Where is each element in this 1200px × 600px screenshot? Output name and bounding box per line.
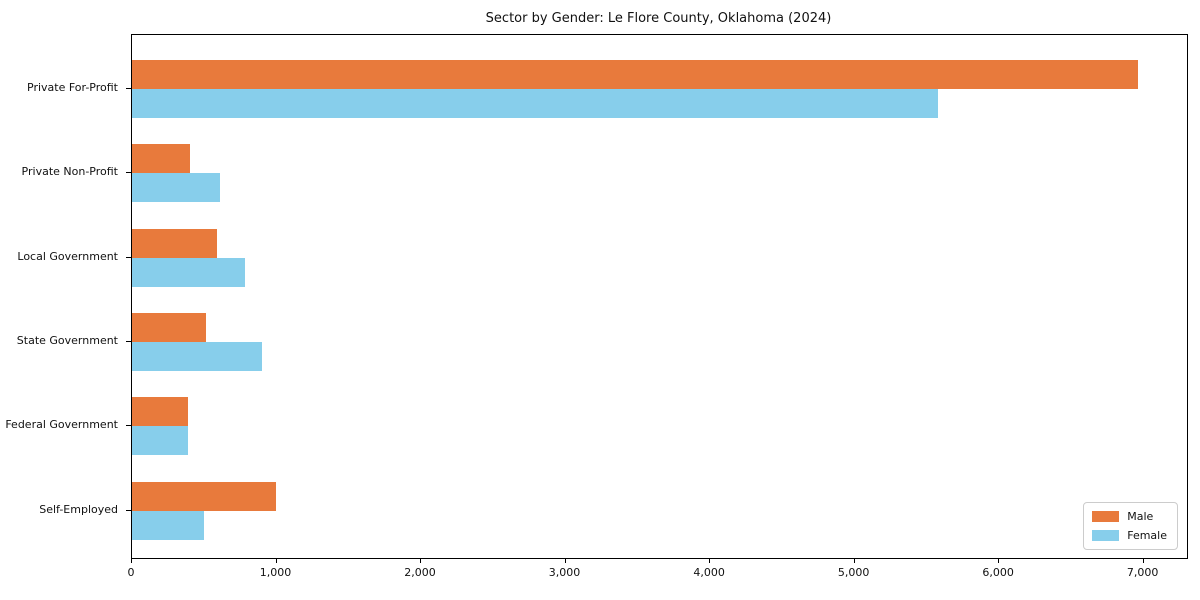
legend: Male Female bbox=[1083, 502, 1178, 550]
y-axis-category-label: State Government bbox=[16, 333, 118, 347]
x-tick-mark bbox=[420, 558, 422, 563]
x-tick-mark bbox=[131, 558, 132, 563]
y-tick-mark bbox=[126, 172, 131, 174]
chart-title: Sector by Gender: Le Flore County, Oklah… bbox=[485, 11, 832, 26]
x-tick-label: 3,000 bbox=[548, 566, 581, 579]
bar-male bbox=[132, 228, 217, 258]
x-tick-mark bbox=[709, 558, 711, 563]
x-tick-label: 7,000 bbox=[1126, 566, 1159, 579]
y-axis-category-label: Federal Government bbox=[5, 418, 118, 432]
x-tick-mark bbox=[564, 558, 566, 563]
x-tick-label: 4,000 bbox=[693, 566, 725, 579]
y-axis-category-label: Private For-Profit bbox=[27, 81, 118, 94]
bar-female bbox=[132, 89, 939, 118]
bar-female bbox=[132, 341, 263, 371]
y-tick-mark bbox=[126, 340, 131, 342]
plot-area: Male Female bbox=[131, 34, 1188, 559]
legend-item-female: Female bbox=[1092, 529, 1167, 542]
x-tick-label: 0 bbox=[127, 566, 135, 579]
y-tick-mark bbox=[126, 509, 131, 511]
x-tick-label: 2,000 bbox=[404, 566, 436, 579]
x-tick-mark bbox=[1142, 558, 1144, 563]
bar-female bbox=[132, 173, 221, 203]
y-axis-category-label: Self-Employed bbox=[39, 502, 118, 516]
bar-male bbox=[132, 144, 190, 174]
x-tick-mark bbox=[853, 558, 855, 563]
y-tick-mark bbox=[126, 256, 131, 258]
y-tick-mark bbox=[126, 88, 131, 89]
bar-female bbox=[132, 257, 245, 287]
y-axis-category-label: Private Non-Profit bbox=[21, 165, 118, 179]
bar-female bbox=[132, 510, 205, 540]
x-tick-mark bbox=[998, 558, 1000, 563]
x-tick-mark bbox=[275, 558, 277, 563]
bar-male bbox=[132, 60, 1138, 89]
bar-male bbox=[132, 312, 206, 342]
y-axis-category-label: Local Government bbox=[17, 249, 118, 263]
legend-swatch-male bbox=[1092, 511, 1120, 522]
legend-item-male: Male bbox=[1092, 510, 1167, 523]
legend-label-female: Female bbox=[1127, 529, 1167, 542]
bar-male bbox=[132, 397, 188, 427]
legend-label-male: Male bbox=[1127, 510, 1154, 523]
legend-swatch-female bbox=[1092, 530, 1120, 541]
x-tick-label: 1,000 bbox=[259, 566, 292, 579]
x-tick-label: 6,000 bbox=[982, 566, 1014, 579]
x-tick-label: 5,000 bbox=[837, 566, 870, 579]
bar-male bbox=[132, 481, 276, 511]
y-tick-mark bbox=[126, 425, 131, 427]
bar-female bbox=[132, 426, 188, 456]
